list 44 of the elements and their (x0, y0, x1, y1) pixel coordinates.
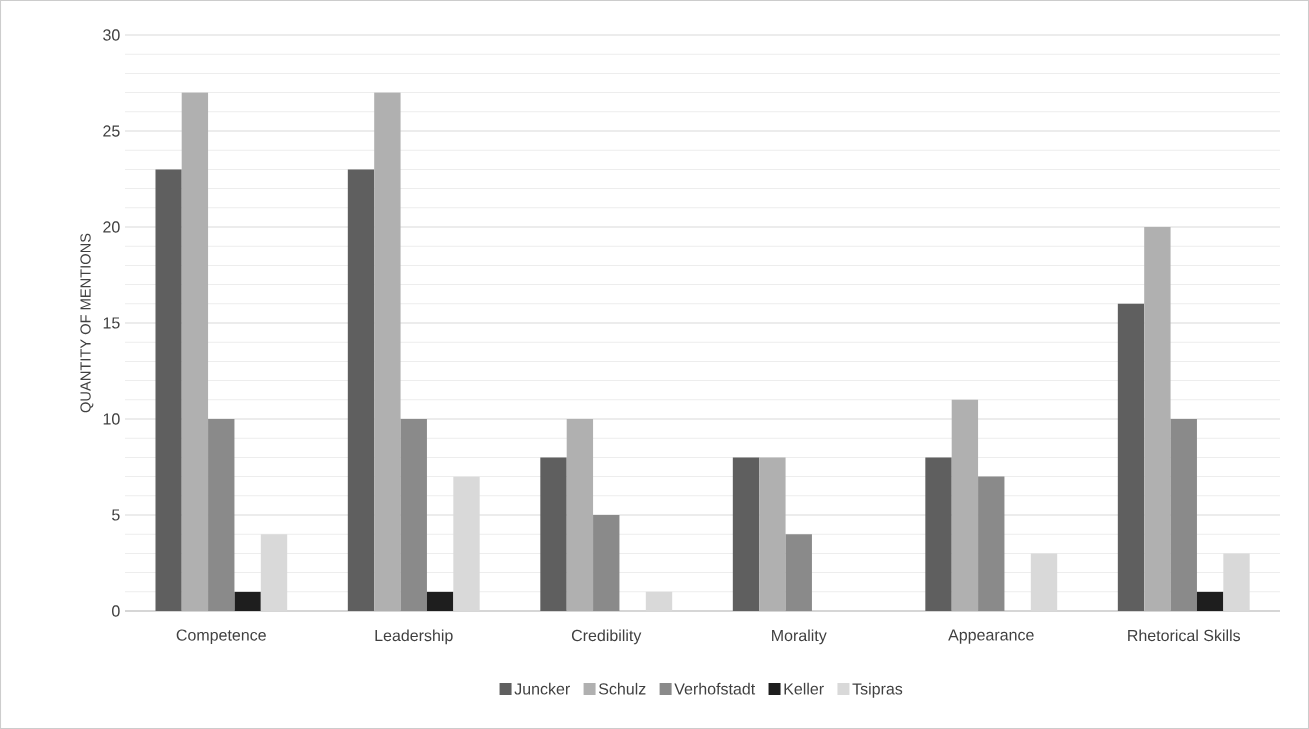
y-tick-label: 30 (103, 29, 120, 41)
bar (208, 419, 235, 611)
y-tick-label: 25 (103, 125, 120, 137)
bar (540, 457, 567, 611)
x-tick-label: Leadership (375, 629, 453, 645)
bar (426, 591, 454, 611)
bar (785, 534, 812, 611)
y-axis-title: QUANTITY OF MENTIONS (80, 233, 94, 413)
bar (951, 399, 979, 611)
bar (1030, 553, 1058, 611)
bar (155, 169, 182, 611)
bar (1196, 591, 1224, 611)
bar (645, 591, 673, 611)
bar (759, 457, 786, 611)
bar (374, 92, 401, 611)
y-tick-label: 15 (103, 317, 120, 329)
legend-label: Juncker (514, 682, 570, 695)
bar (925, 457, 952, 611)
y-tick-label: 10 (103, 413, 120, 425)
y-tick-label: 5 (112, 509, 120, 521)
bar (593, 515, 620, 611)
bar (181, 92, 209, 611)
bar (400, 419, 427, 611)
bar (1223, 553, 1250, 611)
x-tick-label: Rhetorical Skills (1128, 629, 1241, 642)
bar (1144, 227, 1171, 611)
bar (347, 169, 375, 611)
legend-label: Schulz (598, 682, 646, 695)
x-tick-label: Competence (176, 629, 266, 644)
x-tick-label: Credibility (571, 629, 642, 645)
legend-label: Tsipras (852, 682, 903, 698)
bar (1117, 303, 1145, 611)
bar (566, 419, 594, 611)
bar (260, 534, 288, 611)
y-tick-label: 0 (112, 605, 120, 617)
bar (732, 457, 760, 611)
bar (234, 591, 261, 611)
legend-label: Verhofstadt (674, 682, 756, 695)
x-tick-label: Morality (772, 629, 827, 645)
bar (1170, 419, 1197, 611)
legend-label: Keller (784, 682, 824, 695)
y-tick-label: 20 (103, 221, 120, 233)
bar (978, 476, 1005, 611)
x-tick-label: Appearance (948, 629, 1034, 644)
